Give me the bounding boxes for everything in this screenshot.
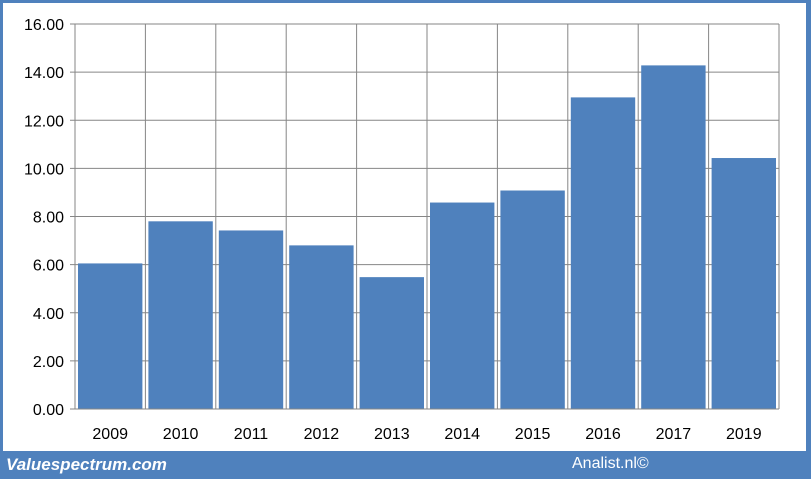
y-tick-label: 6.00 [33, 258, 64, 275]
bar-2019 [711, 158, 776, 409]
x-tick-label: 2019 [726, 426, 762, 443]
footer-brand-left: Valuespectrum.com [6, 455, 167, 474]
x-tick-label: 2009 [92, 426, 128, 443]
bar-2015 [500, 190, 565, 409]
y-tick-label: 12.00 [24, 113, 64, 130]
x-tick-label: 2015 [515, 426, 551, 443]
x-tick-label: 2013 [374, 426, 410, 443]
y-tick-label: 8.00 [33, 210, 64, 227]
y-tick-label: 4.00 [33, 306, 64, 323]
x-tick-label: 2011 [234, 426, 269, 443]
footer-brand-right: Analist.nl© [572, 455, 649, 472]
x-tick-label: 2017 [656, 426, 692, 443]
chart-frame: 0.00 2.00 4.00 6.00 8.00 10.00 12.00 14.00 16.00… [3, 3, 806, 451]
bar-2017 [641, 65, 706, 409]
bar-chart: 0.00 2.00 4.00 6.00 8.00 10.00 12.00 14.00 16.00… [24, 17, 780, 443]
y-tick-label: 10.00 [24, 161, 64, 178]
x-tick-label: 2010 [163, 426, 199, 443]
bar-2013 [359, 277, 424, 409]
x-tick-label: 2012 [304, 426, 340, 443]
bar-2010 [148, 221, 213, 409]
bar-2011 [218, 230, 284, 409]
y-tick-label: 14.00 [24, 65, 64, 82]
y-tick-label: 0.00 [33, 402, 64, 419]
bar-2014 [430, 202, 495, 409]
x-tick-label: 2014 [444, 426, 480, 443]
bar-2009 [78, 263, 143, 409]
x-tick-label: 2016 [585, 426, 621, 443]
bar-2016 [570, 97, 636, 409]
y-tick-label: 2.00 [33, 354, 64, 371]
bar-2012 [289, 245, 354, 409]
y-tick-label: 16.00 [24, 17, 64, 34]
